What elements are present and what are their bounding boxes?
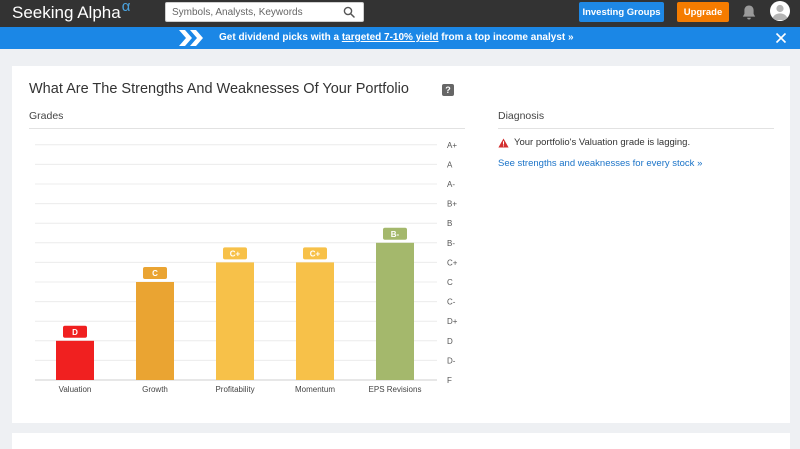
help-icon[interactable]: ? — [442, 84, 454, 96]
bar-valuation[interactable] — [56, 340, 94, 380]
x-category-label: EPS Revisions — [369, 385, 422, 394]
seeking-alpha-logo[interactable]: Seeking Alphaα — [12, 0, 131, 23]
diagnosis-message: Your portfolio's Valuation grade is lagg… — [514, 137, 691, 148]
y-tick-label: C+ — [447, 258, 458, 267]
close-icon[interactable] — [775, 32, 787, 44]
bar-momentum[interactable] — [296, 262, 334, 380]
y-tick-label: D — [447, 337, 453, 346]
y-tick-label: A+ — [447, 141, 457, 150]
grades-divider — [29, 128, 465, 129]
diagnosis-row: Your portfolio's Valuation grade is lagg… — [498, 137, 778, 151]
grade-badge-eps-revisions — [383, 227, 407, 240]
y-tick-label: B- — [447, 239, 455, 248]
bell-icon[interactable] — [741, 4, 757, 21]
logo-text: Seeking Alpha — [12, 3, 121, 22]
y-tick-label: A — [447, 160, 453, 169]
grade-badge-profitability — [223, 247, 247, 260]
bar-growth[interactable] — [136, 282, 174, 380]
diagnosis-heading: Diagnosis — [498, 110, 545, 122]
grade-badge-growth — [143, 267, 167, 279]
diagnosis-divider — [498, 128, 774, 129]
y-tick-label: C- — [447, 298, 456, 307]
grade-badge-label: C+ — [230, 249, 241, 258]
y-tick-label: C — [447, 278, 453, 287]
page-title: What Are The Strengths And Weaknesses Of… — [29, 81, 409, 97]
logo-alpha-symbol: α — [121, 0, 131, 15]
x-category-label: Valuation — [59, 385, 92, 394]
grade-badge-momentum — [303, 247, 327, 260]
top-nav-bar: Seeking Alphaα Investing Groups Upgrade — [0, 0, 800, 27]
grade-badge-valuation — [63, 325, 87, 338]
strengths-weaknesses-link[interactable]: See strengths and weaknesses for every s… — [498, 158, 703, 169]
secondary-card — [12, 433, 790, 449]
promo-banner: Get dividend picks with a targeted 7-10%… — [0, 27, 800, 49]
user-silhouette-icon — [772, 4, 788, 20]
x-category-label: Profitability — [215, 385, 254, 394]
chart-x-labels: Valuation Growth Profitability Momentum EPS … — [59, 385, 422, 394]
grade-badge-label: C — [152, 269, 158, 278]
upgrade-button[interactable]: Upgrade — [677, 2, 729, 22]
chart-bars: D C C+ C+ B- — [56, 227, 414, 380]
search-icon[interactable] — [343, 6, 355, 18]
y-tick-label: D+ — [447, 317, 458, 326]
grade-badge-label: B- — [391, 230, 400, 239]
double-chevron-icon — [179, 30, 203, 46]
y-tick-label: A- — [447, 180, 455, 189]
promo-yield-link[interactable]: targeted 7-10% yield — [341, 32, 439, 43]
grade-badge-label: C+ — [310, 249, 321, 258]
grade-badge-label: D — [72, 328, 78, 337]
x-category-label: Growth — [142, 385, 168, 394]
bar-eps-revisions[interactable] — [376, 242, 414, 380]
promo-text[interactable]: Get dividend picks with a targeted 7-10%… — [219, 32, 574, 43]
search-box — [165, 2, 364, 22]
x-category-label: Momentum — [295, 385, 335, 394]
chart-y-ticks: F D- D D+ C- C C+ B- B B+ A- A A+ — [447, 141, 458, 385]
warning-icon — [498, 138, 509, 148]
bar-profitability[interactable] — [216, 262, 254, 380]
promo-text-before: Get dividend picks with a — [219, 32, 342, 43]
y-tick-label: F — [447, 376, 452, 385]
grades-heading: Grades — [29, 110, 64, 122]
search-input[interactable] — [172, 5, 337, 20]
y-tick-label: B+ — [447, 200, 457, 209]
investing-groups-button[interactable]: Investing Groups — [579, 2, 664, 22]
y-tick-label: D- — [447, 356, 456, 365]
promo-text-after: from a top income analyst » — [438, 32, 574, 43]
user-avatar[interactable] — [770, 1, 790, 21]
y-tick-label: B — [447, 219, 452, 228]
